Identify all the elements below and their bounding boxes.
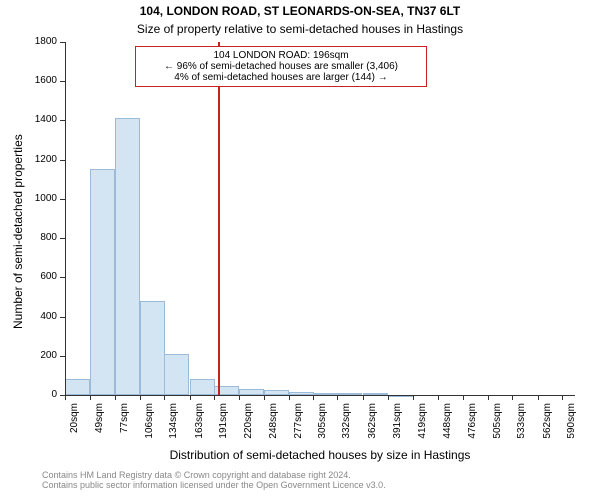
histogram-bar <box>140 301 165 395</box>
ytick-mark <box>60 42 65 43</box>
xtick-mark <box>337 395 338 400</box>
annotation-box: 104 LONDON ROAD: 196sqm ← 96% of semi-de… <box>135 46 427 87</box>
xtick-label: 20sqm <box>69 403 80 453</box>
xtick-mark <box>190 395 191 400</box>
y-axis-line <box>65 42 66 395</box>
xtick-label: 562sqm <box>542 403 553 453</box>
xtick-label: 191sqm <box>218 403 229 453</box>
ytick-mark <box>60 81 65 82</box>
ytick-label: 1600 <box>17 75 57 86</box>
ytick-label: 200 <box>17 350 57 361</box>
footer-line-2: Contains public sector information licen… <box>42 480 386 490</box>
xtick-mark <box>488 395 489 400</box>
plot-area: 02004006008001000120014001600180020sqm49… <box>65 42 575 395</box>
x-axis-line <box>65 395 575 396</box>
xtick-label: 248sqm <box>268 403 279 453</box>
ytick-label: 600 <box>17 271 57 282</box>
ytick-mark <box>60 277 65 278</box>
xtick-mark <box>65 395 66 400</box>
xtick-mark <box>264 395 265 400</box>
xtick-label: 106sqm <box>144 403 155 453</box>
xtick-mark <box>388 395 389 400</box>
xtick-label: 391sqm <box>392 403 403 453</box>
footer-line-1: Contains HM Land Registry data © Crown c… <box>42 470 386 480</box>
chart-subtitle: Size of property relative to semi-detach… <box>0 22 600 36</box>
ytick-label: 1800 <box>17 36 57 47</box>
histogram-bar <box>115 118 140 395</box>
xtick-mark <box>363 395 364 400</box>
ytick-label: 800 <box>17 232 57 243</box>
xtick-label: 134sqm <box>168 403 179 453</box>
xtick-mark <box>90 395 91 400</box>
xtick-mark <box>140 395 141 400</box>
xtick-label: 332sqm <box>341 403 352 453</box>
xtick-mark <box>538 395 539 400</box>
ytick-label: 1000 <box>17 193 57 204</box>
xtick-mark <box>239 395 240 400</box>
ytick-mark <box>60 160 65 161</box>
ytick-mark <box>60 317 65 318</box>
ytick-mark <box>60 199 65 200</box>
xtick-label: 163sqm <box>194 403 205 453</box>
xtick-label: 533sqm <box>516 403 527 453</box>
xtick-mark <box>214 395 215 400</box>
footer: Contains HM Land Registry data © Crown c… <box>42 470 386 490</box>
y-axis-label: Number of semi-detached properties <box>11 109 25 329</box>
histogram-bar <box>65 379 90 395</box>
xtick-label: 590sqm <box>566 403 577 453</box>
xtick-label: 476sqm <box>467 403 478 453</box>
ytick-mark <box>60 120 65 121</box>
xtick-mark <box>438 395 439 400</box>
xtick-mark <box>115 395 116 400</box>
annotation-line-2: ← 96% of semi-detached houses are smalle… <box>144 61 418 72</box>
x-axis-label: Distribution of semi-detached houses by … <box>65 448 575 462</box>
ytick-label: 1400 <box>17 114 57 125</box>
xtick-mark <box>512 395 513 400</box>
xtick-label: 305sqm <box>317 403 328 453</box>
xtick-label: 419sqm <box>417 403 428 453</box>
ytick-mark <box>60 238 65 239</box>
xtick-label: 505sqm <box>492 403 503 453</box>
xtick-label: 220sqm <box>243 403 254 453</box>
chart-title: 104, LONDON ROAD, ST LEONARDS-ON-SEA, TN… <box>0 4 600 18</box>
xtick-label: 277sqm <box>293 403 304 453</box>
ytick-label: 0 <box>17 389 57 400</box>
xtick-label: 362sqm <box>367 403 378 453</box>
histogram-chart: 104, LONDON ROAD, ST LEONARDS-ON-SEA, TN… <box>0 0 600 500</box>
xtick-mark <box>562 395 563 400</box>
ytick-mark <box>60 356 65 357</box>
histogram-bar <box>190 379 215 395</box>
histogram-bar <box>164 354 189 395</box>
xtick-mark <box>289 395 290 400</box>
histogram-bar <box>90 169 115 395</box>
annotation-line-3: 4% of semi-detached houses are larger (1… <box>144 72 418 83</box>
xtick-label: 49sqm <box>94 403 105 453</box>
xtick-label: 77sqm <box>119 403 130 453</box>
xtick-label: 448sqm <box>442 403 453 453</box>
annotation-line-1: 104 LONDON ROAD: 196sqm <box>144 50 418 61</box>
xtick-mark <box>413 395 414 400</box>
xtick-mark <box>463 395 464 400</box>
ytick-label: 400 <box>17 311 57 322</box>
xtick-mark <box>313 395 314 400</box>
marker-line <box>218 42 220 395</box>
ytick-label: 1200 <box>17 154 57 165</box>
xtick-mark <box>164 395 165 400</box>
